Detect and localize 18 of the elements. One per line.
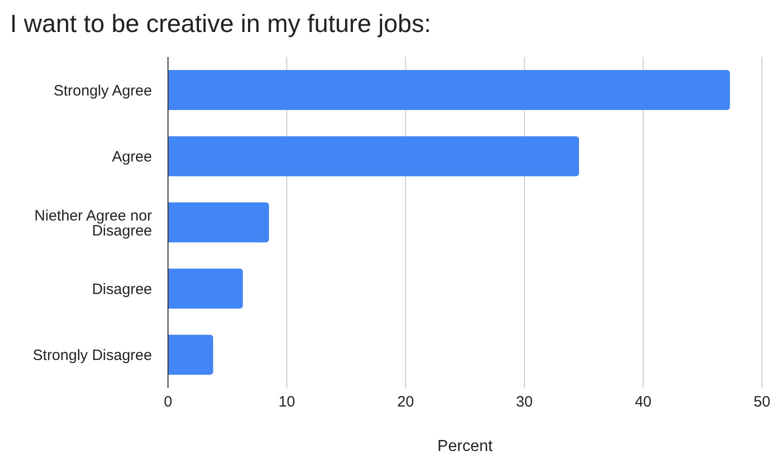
x-tick-label: 10 [278,394,296,411]
x-tick-label: 20 [397,394,414,411]
bar [168,202,269,242]
x-tick-label: 40 [634,394,652,411]
y-tick-label: Disagree [92,281,152,298]
x-tick-label: 50 [754,394,770,411]
y-tick-label: Strongly Agree [54,82,152,100]
y-tick-label: Niether Agree nor Disagree [34,207,152,240]
chart-title: I want to be creative in my future jobs: [10,10,432,39]
y-tick-label: Strongly Disagree [32,347,152,364]
bar [168,136,580,176]
x-tick-label: 30 [516,394,533,411]
y-tick-label: Agree [112,148,152,166]
bar [168,70,730,110]
x-axis-title: Percent [436,438,494,455]
bar [168,268,243,309]
bar [168,334,214,375]
x-tick-label: 0 [164,394,172,411]
